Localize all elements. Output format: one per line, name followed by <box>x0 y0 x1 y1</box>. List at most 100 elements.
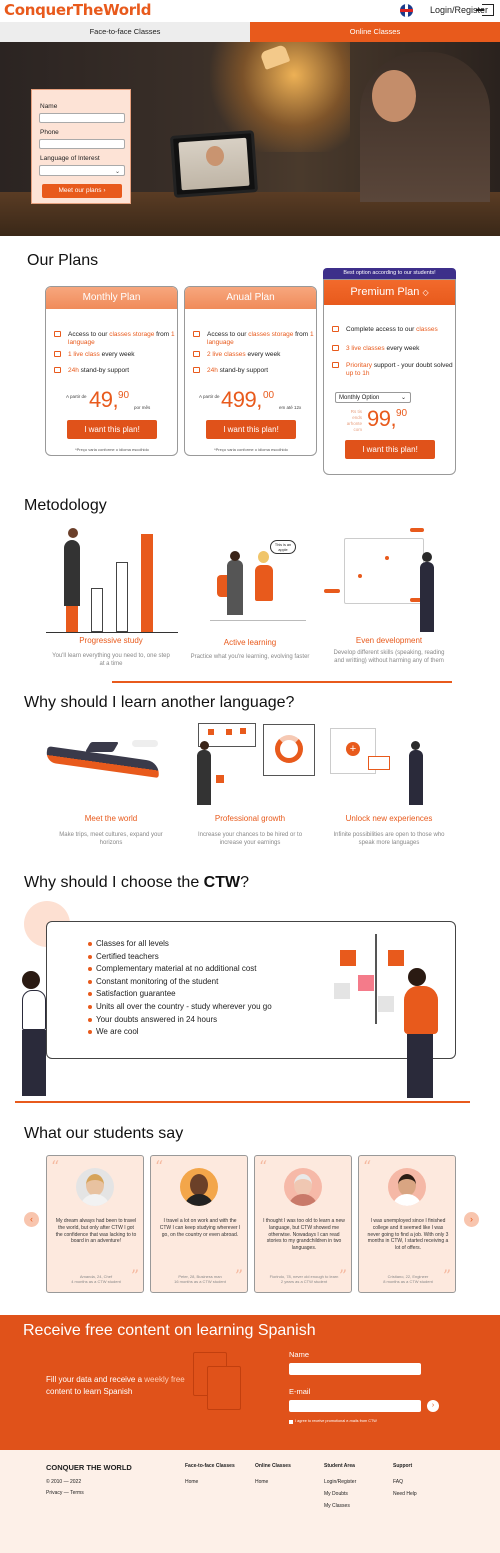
choose-plan-button[interactable]: I want this plan! <box>345 440 435 459</box>
quote-close-icon: ” <box>130 1266 139 1285</box>
illus-baseline <box>46 632 178 633</box>
illus-person <box>409 750 423 805</box>
carousel-prev-button[interactable]: ‹ <box>24 1212 39 1227</box>
illus-person-legs <box>407 1034 433 1098</box>
video-icon <box>54 331 61 337</box>
speech-bubble: This is an apple <box>270 540 296 554</box>
benefit-title: Meet the world <box>84 814 138 823</box>
list-item: Certified teachers <box>88 951 272 964</box>
testimonial-card: “ ” I travel a lot on work and with the … <box>150 1155 248 1293</box>
phone-input[interactable] <box>39 139 125 149</box>
plan-name: Anual Plan <box>185 287 316 309</box>
footer <box>0 1450 500 1553</box>
illus-chart-bar <box>240 728 246 734</box>
illus-person <box>420 562 434 632</box>
price-small-note: Rs tis ends arhonte com <box>346 409 362 432</box>
airplane-wing <box>85 742 119 752</box>
footer-brand: CONQUER THE WORLD <box>46 1463 132 1472</box>
illus-girl-head <box>258 551 269 563</box>
people-icon <box>332 345 339 351</box>
plan-note: *Preço varia conforme o idioma escolhido <box>214 447 288 452</box>
illus-dot <box>385 556 389 560</box>
footer-col-head: Student Area <box>324 1463 355 1469</box>
sticky-note <box>334 983 350 999</box>
illus-person-head <box>422 552 432 562</box>
benefit-text: Infinite possibilities are open to those… <box>333 832 445 846</box>
name-input[interactable] <box>39 113 125 123</box>
tab-face-to-face[interactable]: Face-to-face Classes <box>0 22 250 42</box>
plan-price: 99, <box>367 406 397 431</box>
quote-open-icon: “ <box>155 1157 164 1176</box>
plans-title: Our Plans <box>27 252 99 269</box>
avatar-face <box>398 1174 416 1196</box>
method-text: Practice what you're learning, evolving … <box>190 654 310 660</box>
language-select[interactable]: ⌄ <box>39 165 125 176</box>
list-item: Classes for all levels <box>88 938 272 951</box>
consent-checkbox[interactable] <box>289 1420 293 1424</box>
illus-bag <box>216 775 224 783</box>
carousel-next-button[interactable]: › <box>464 1212 479 1227</box>
list-item: Units all over the country - study where… <box>88 1001 272 1014</box>
chat-icon <box>193 367 200 373</box>
send-arrow-button[interactable]: › <box>427 1400 439 1412</box>
illus-person <box>64 540 80 606</box>
footer-link-doubts[interactable]: My Doubts <box>324 1491 348 1497</box>
illus-bar <box>66 606 78 632</box>
diamond-icon: ◇ <box>422 288 429 297</box>
why-ctw-title: Why should I choose the CTW? <box>24 874 249 891</box>
site-logo[interactable]: ConquerTheWorld <box>4 1 152 19</box>
list-item: Satisfaction guarantee <box>88 988 272 1001</box>
top-header <box>0 0 500 22</box>
quote-close-icon: ” <box>442 1266 451 1285</box>
illus-person-head <box>411 741 420 750</box>
avatar-face <box>86 1174 104 1196</box>
video-icon <box>332 326 339 332</box>
price-from: A partir de <box>66 394 87 399</box>
footer-link-login[interactable]: Login/Register <box>324 1479 357 1485</box>
premium-option-select[interactable]: Monthly Option ⌄ <box>335 392 411 403</box>
avatar <box>180 1168 218 1206</box>
login-register-link[interactable]: Login/Register <box>430 5 489 15</box>
people-icon <box>54 351 61 357</box>
avatar-body <box>80 1194 110 1206</box>
chat-icon <box>54 367 61 373</box>
meet-plans-button[interactable]: Meet our plans › <box>42 184 122 198</box>
avatar-face <box>190 1174 208 1196</box>
sticky-note <box>378 996 394 1012</box>
plus-icon: + <box>346 742 360 756</box>
illus-person-head <box>22 971 40 989</box>
newsletter-email-label: E-mail <box>289 1387 311 1396</box>
student-face <box>372 70 416 122</box>
illus-person-head <box>408 968 426 986</box>
quote-close-icon: ” <box>338 1266 347 1285</box>
benefit-text: Increase your chances to be hired or to … <box>197 832 303 846</box>
phone-label: Phone <box>40 129 59 136</box>
illus-person-head <box>68 528 78 538</box>
footer-privacy-link[interactable]: Privacy — Terms <box>46 1490 84 1496</box>
price-period: por mês <box>134 405 151 410</box>
hero-form: Name Phone Language of Interest ⌄ Meet o… <box>31 89 131 204</box>
testimonial-text: I was unemployed since I finished colleg… <box>367 1218 449 1252</box>
list-item: Your doubts answered in 24 hours <box>88 1014 272 1027</box>
footer-link-classes[interactable]: My Classes <box>324 1503 350 1509</box>
login-icon[interactable] <box>476 4 494 16</box>
board-divider <box>375 934 377 1024</box>
document-icon <box>207 1366 241 1410</box>
plan-price-cents: 90 <box>396 408 408 419</box>
footer-link-home[interactable]: Home <box>185 1479 199 1485</box>
newsletter-name-input[interactable] <box>289 1363 421 1375</box>
footer-link-faq[interactable]: FAQ <box>393 1479 404 1485</box>
avatar <box>388 1168 426 1206</box>
footer-link-home[interactable]: Home <box>255 1479 269 1485</box>
newsletter-email-input[interactable] <box>289 1400 421 1412</box>
illus-dot <box>358 574 362 578</box>
illus-girl <box>255 565 273 601</box>
avatar-body <box>184 1194 214 1206</box>
choose-plan-button[interactable]: I want this plan! <box>67 420 157 439</box>
choose-plan-button[interactable]: I want this plan! <box>206 420 296 439</box>
section-divider <box>112 681 452 683</box>
tab-online-classes[interactable]: Online Classes <box>250 22 500 42</box>
uk-flag-icon[interactable] <box>400 4 413 17</box>
illus-panel <box>344 538 424 604</box>
footer-link-help[interactable]: Need Help <box>393 1491 417 1497</box>
